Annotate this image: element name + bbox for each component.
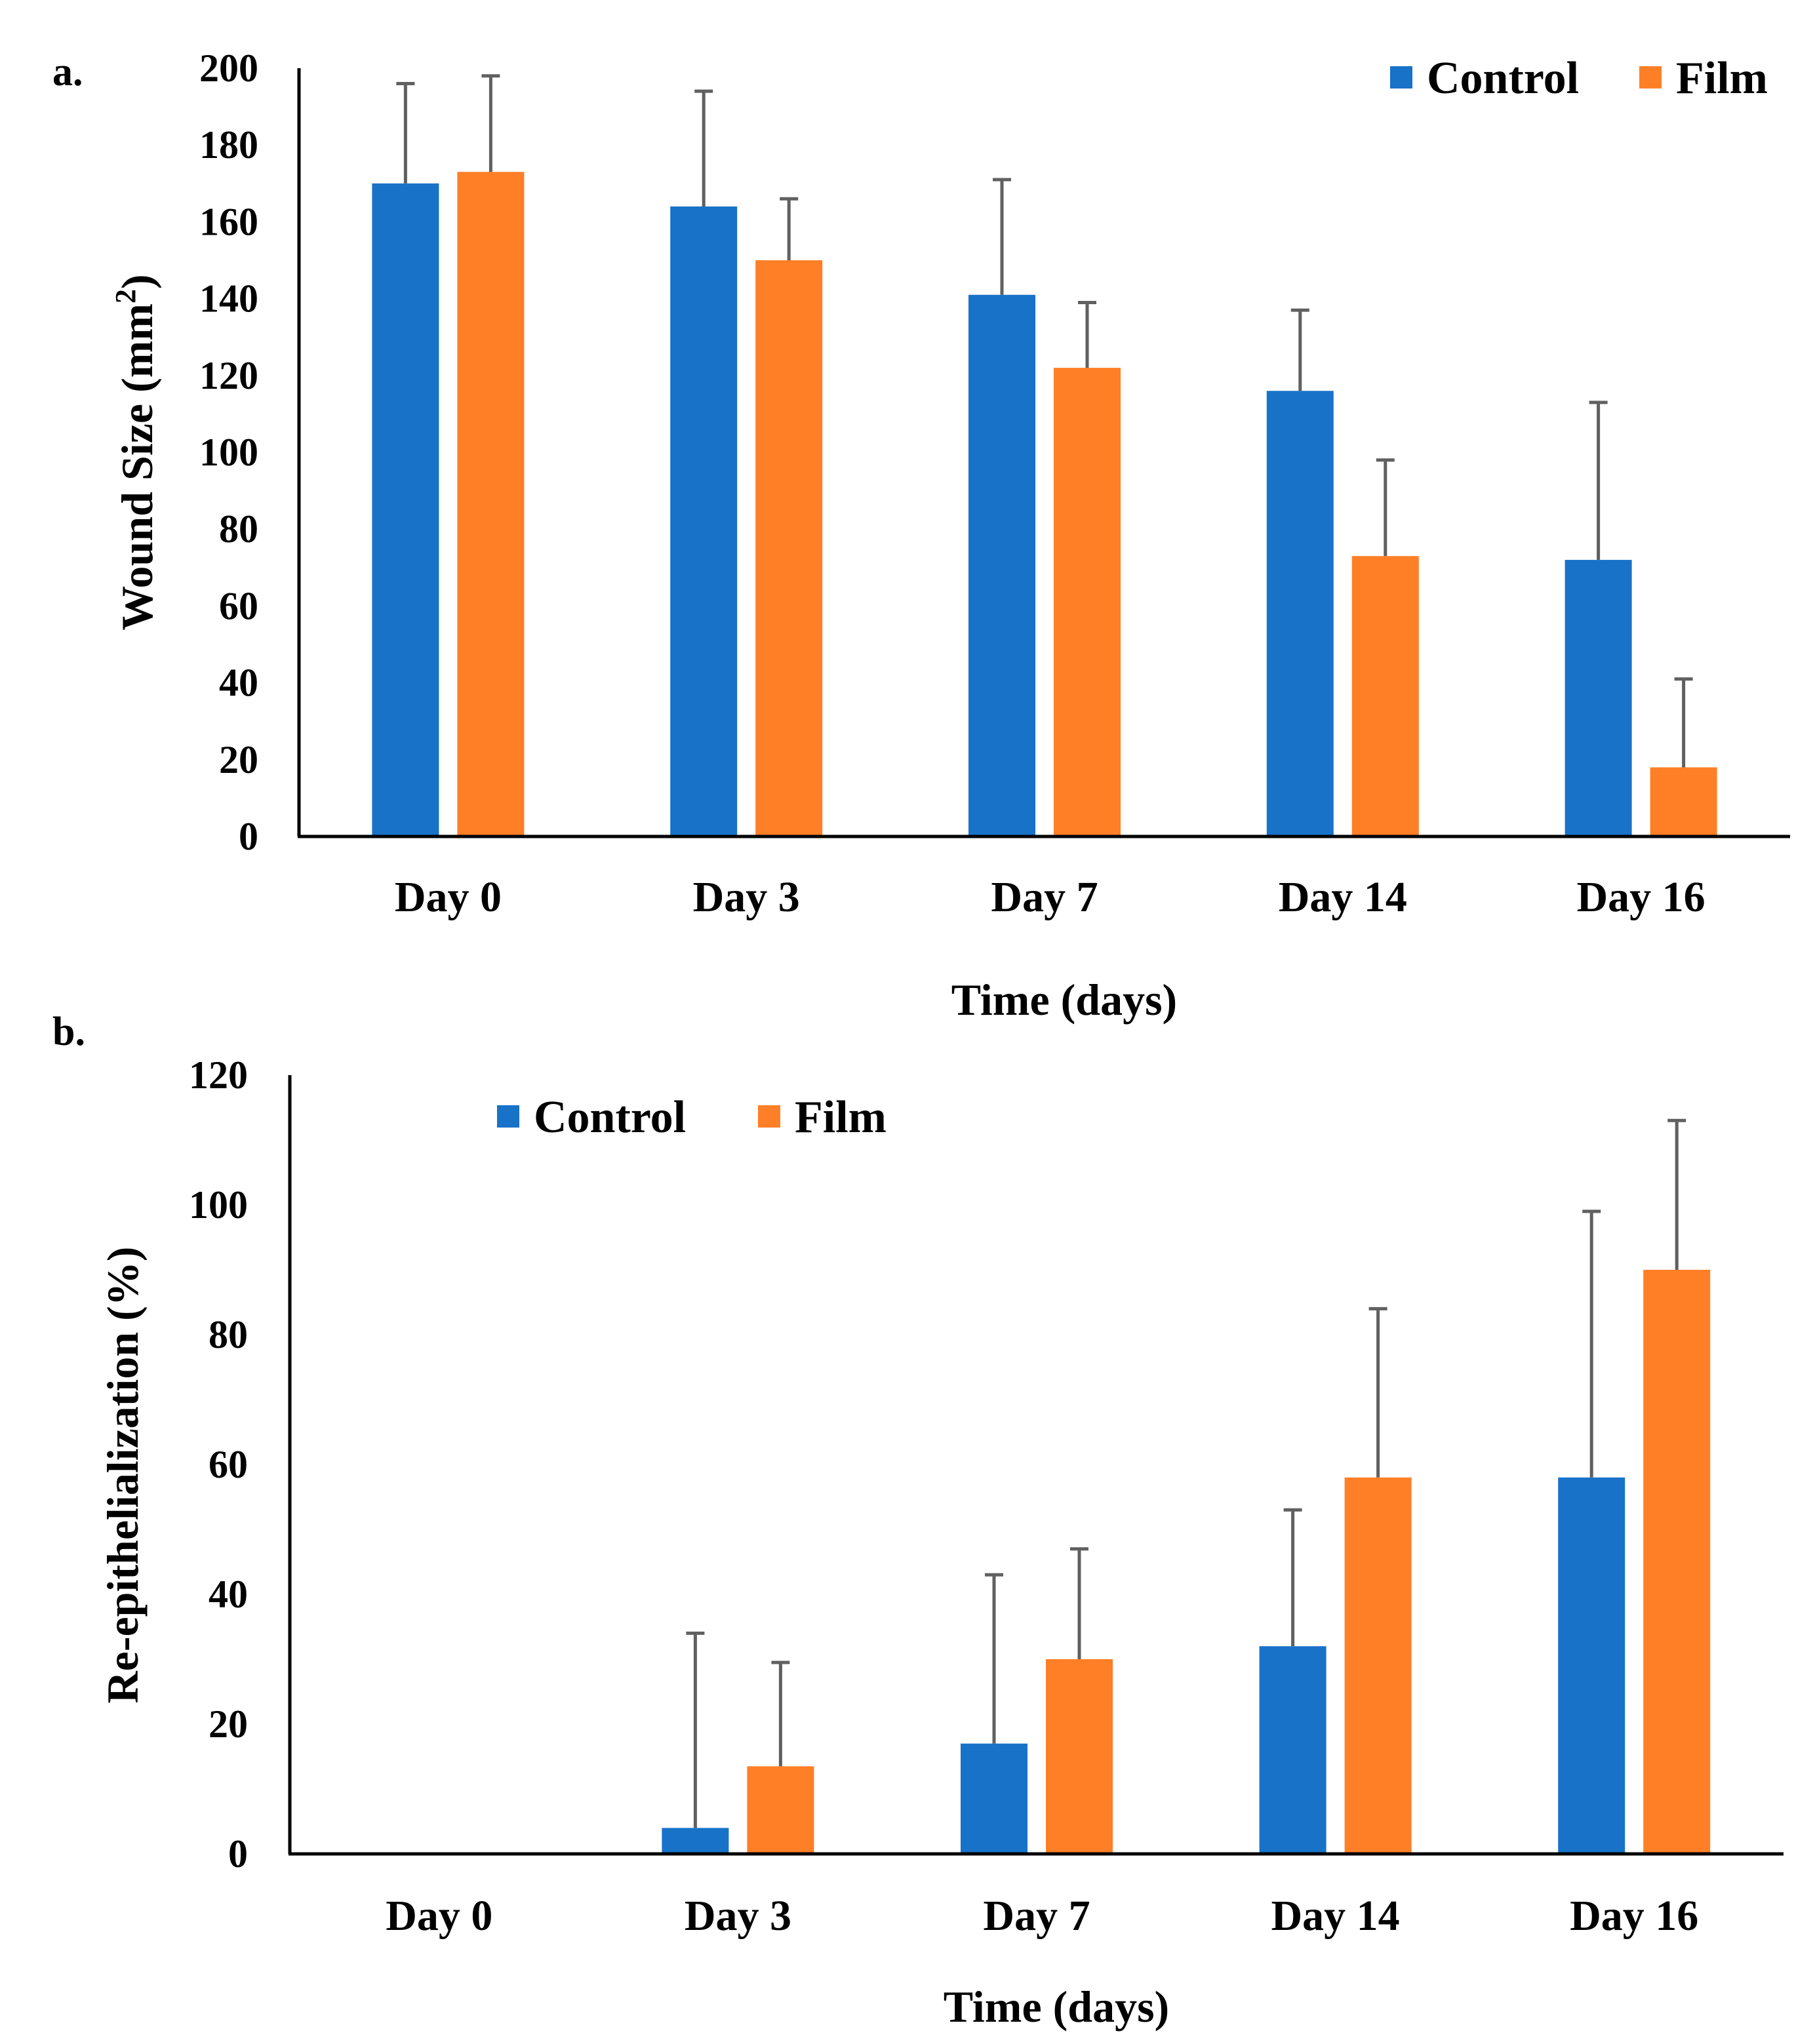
bar-film-day-14 [1344,1477,1412,1854]
legend-swatch-control [1390,66,1412,88]
y-axis-title-sup: 2 [110,289,142,304]
y-tick-label: 60 [219,584,258,627]
bar-control-day-3 [662,1828,729,1854]
y-axis-title: Re-epithelialization (%) [98,1247,148,1704]
x-tick-label: Day 14 [1279,873,1407,921]
x-tick-label: Day 7 [983,1892,1090,1940]
y-tick-label: 80 [219,507,258,551]
y-tick-label: 160 [199,200,258,243]
x-tick-label: Day 14 [1271,1892,1400,1940]
legend-label-control: Control [1427,53,1579,104]
legend-swatch-film [1639,66,1662,88]
x-tick-label: Day 3 [693,873,800,921]
x-axis-title: Time (days) [944,1982,1169,2032]
x-axis-title: Time (days) [951,975,1177,1025]
y-tick-label: 100 [199,431,258,474]
chart-re-epithelialization: b. 0 20 40 60 80 100 120 Day 0 Day 3 Day 7 Day 14 Da… [52,1010,1784,2032]
x-tick-label: Day 0 [395,873,502,921]
y-tick-label: 20 [209,1702,248,1746]
bar-film-day-3 [755,260,823,836]
x-tick-label: Day 7 [991,873,1098,921]
bar-film-day-14 [1351,556,1419,836]
bar-film-day-16 [1643,1270,1711,1854]
bar-control-day-3 [670,206,738,837]
bar-control-day-14 [1259,1646,1326,1854]
y-tick-label: 120 [189,1053,248,1097]
y-tick-label: 20 [219,738,258,781]
x-tick-label: Day 0 [386,1892,492,1940]
y-tick-label: 100 [189,1183,248,1227]
y-tick-label: 40 [219,661,258,705]
bar-control-day-16 [1565,560,1632,836]
bar-film-day-7 [1046,1659,1113,1854]
y-tick-label: 120 [199,354,258,397]
legend-label-film: Film [1676,53,1768,104]
bar-control-day-16 [1558,1477,1626,1854]
y-tick-label: 0 [228,1832,248,1876]
bar-film-day-16 [1650,767,1717,836]
legend-swatch-film [758,1105,780,1128]
legend: Control Film [1390,53,1768,104]
y-tick-label: 40 [209,1573,248,1616]
bar-control-day-7 [961,1743,1027,1854]
x-tick-label: Day 3 [685,1892,791,1940]
y-axis-title-end: ) [112,274,162,289]
x-tick-label: Day 16 [1570,1892,1698,1940]
y-axis-title-main: Wound Size (mm [112,304,162,631]
legend-label-film: Film [795,1092,887,1143]
panel-label: a. [52,50,83,94]
bar-film-day-0 [457,172,525,837]
bar-control-day-0 [372,183,439,836]
y-tick-label: 60 [209,1443,248,1486]
bar-control-day-14 [1266,391,1334,836]
y-tick-label: 180 [199,123,258,167]
y-axis-title: Wound Size (mm2) [110,274,162,630]
y-tick-label: 200 [199,47,258,90]
legend: Control Film [497,1092,887,1143]
bar-film-day-7 [1054,368,1121,836]
bar-film-day-3 [747,1766,814,1854]
y-tick-label: 140 [199,277,258,321]
legend-swatch-control [497,1105,519,1128]
y-tick-label: 0 [239,815,258,858]
y-tick-label: 80 [209,1313,248,1356]
bar-control-day-7 [968,294,1035,836]
x-tick-label: Day 16 [1577,873,1705,921]
legend-label-control: Control [534,1092,686,1143]
panel-label: b. [52,1010,85,1054]
chart-wound-size: a. 0 20 40 60 80 100 120 140 160 180 200 Day 0 Day 3 D… [52,47,1790,1025]
